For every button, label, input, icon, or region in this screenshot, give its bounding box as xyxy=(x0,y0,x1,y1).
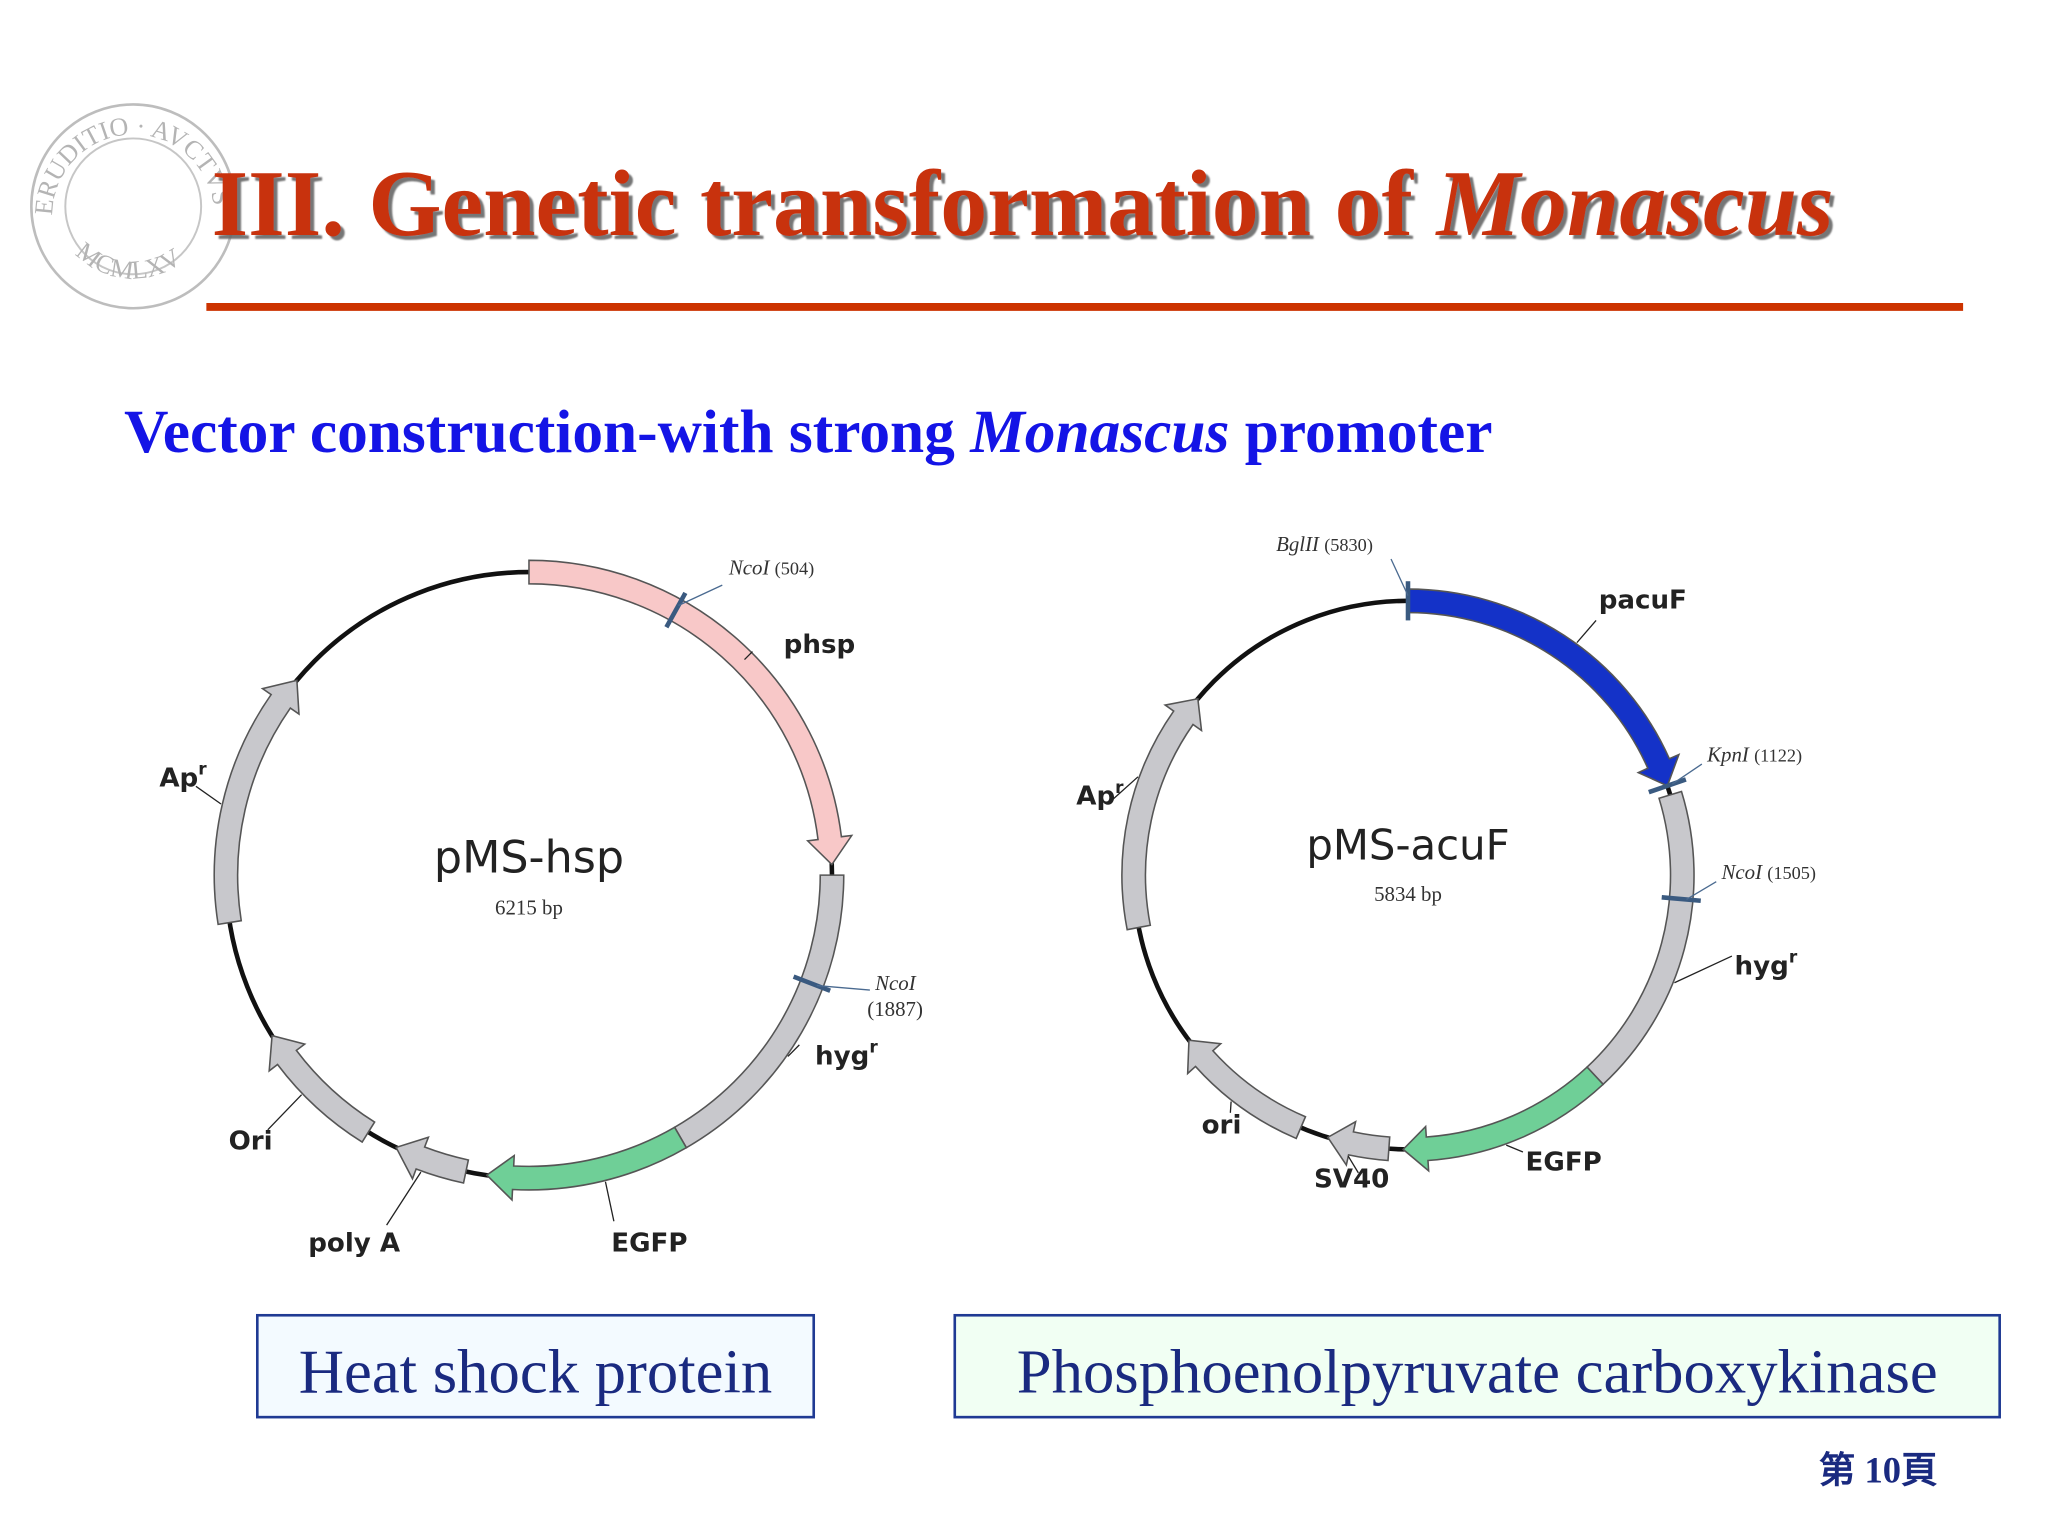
site-tick xyxy=(664,591,688,629)
feature-name: phsp xyxy=(784,630,856,660)
leader-line xyxy=(604,1181,615,1222)
title-italic: Monascus xyxy=(1434,152,1833,256)
feature-arc xyxy=(1186,1039,1307,1140)
caption: Heat shock protein xyxy=(299,1336,773,1406)
feature-arc xyxy=(268,1034,376,1144)
caption-box xyxy=(953,1313,2001,1419)
plasmid-size: 6215 bp xyxy=(495,895,563,919)
feature-label: hygr xyxy=(815,1038,878,1072)
title-text: III. Genetic transformation of xyxy=(212,152,1415,256)
feature-name: EGFP xyxy=(1526,1147,1602,1177)
subtitle: Vector construction-with strong Monascus… xyxy=(124,398,1492,466)
site-label: KpnI (1122) xyxy=(1706,742,1802,766)
subtitle-end: promoter xyxy=(1245,398,1493,466)
feature-arc xyxy=(395,1136,470,1184)
leader-line xyxy=(1229,1101,1232,1113)
leader-line xyxy=(195,785,222,805)
site-enzyme: NcoI xyxy=(1720,860,1763,884)
site-tick xyxy=(792,974,831,993)
site-enzyme: BglII xyxy=(1276,532,1320,556)
feature-name: EGFP xyxy=(611,1228,687,1258)
leader-line xyxy=(787,1044,800,1057)
site-tick xyxy=(1648,777,1687,795)
leader-line xyxy=(1506,1144,1524,1153)
site-enzyme: NcoI xyxy=(728,556,771,580)
subtitle-text: Vector construction-with strong xyxy=(124,398,955,466)
feature-name: pacuF xyxy=(1599,586,1687,616)
feature-sup: r xyxy=(869,1038,878,1058)
leader-line xyxy=(1674,955,1733,984)
feature-label: SV40 xyxy=(1314,1164,1389,1194)
leader-line xyxy=(1671,763,1703,785)
seal-ring xyxy=(30,103,237,310)
feature-arc xyxy=(1402,1065,1605,1173)
leader-line xyxy=(816,984,870,991)
leader-line xyxy=(386,1171,422,1226)
feature-sup: r xyxy=(1115,778,1124,798)
feature-name: Ap xyxy=(1076,782,1115,812)
seal-ring xyxy=(64,137,203,276)
feature-name: ori xyxy=(1202,1111,1242,1141)
site-enzyme: KpnI xyxy=(1706,742,1750,766)
leader-line xyxy=(267,1094,303,1131)
site-position: (5830) xyxy=(1324,535,1373,556)
leader-line xyxy=(1347,1155,1359,1174)
feature-label: hygr xyxy=(1735,948,1798,982)
plasmid-name: pMS-hsp xyxy=(434,832,624,883)
subtitle-italic: Monascus xyxy=(969,398,1229,466)
leader-line xyxy=(1112,776,1139,800)
caption: Phosphoenolpyruvate carboxykinase xyxy=(1017,1336,1938,1406)
page-number: 第 10頁 xyxy=(1819,1449,1938,1490)
feature-name: poly A xyxy=(308,1228,401,1258)
caption-box xyxy=(256,1313,816,1419)
feature-arc xyxy=(1326,1120,1391,1168)
feature-label: poly A xyxy=(308,1228,401,1258)
leader-line xyxy=(1576,619,1597,644)
feature-sup: r xyxy=(198,760,207,780)
feature-arc xyxy=(485,1126,688,1202)
feature-name: SV40 xyxy=(1314,1164,1389,1194)
site-label: NcoI (1887) xyxy=(867,971,923,1021)
feature-arc xyxy=(1121,697,1203,931)
site-position: (1122) xyxy=(1754,745,1802,766)
feature-name: Ap xyxy=(159,763,198,793)
feature-name: Ori xyxy=(229,1126,273,1156)
site-position: (1505) xyxy=(1767,863,1816,884)
feature-label: Ori xyxy=(229,1126,273,1156)
feature-label: ori xyxy=(1202,1111,1242,1141)
feature-name: hyg xyxy=(815,1041,869,1071)
feature-label: Apr xyxy=(1076,778,1124,812)
feature-label: phsp xyxy=(784,630,856,660)
leader-line xyxy=(678,584,723,607)
feature-sup: r xyxy=(1789,948,1798,968)
feature-arc xyxy=(213,679,300,926)
feature-arc xyxy=(528,559,854,866)
leader-line xyxy=(1390,558,1409,596)
site-tick xyxy=(1661,895,1701,903)
plasmid-name: pMS-acuF xyxy=(1306,820,1509,869)
site-position: (504) xyxy=(775,559,815,580)
site-position: (1887) xyxy=(867,997,923,1021)
site-label: NcoI (504) xyxy=(728,556,814,580)
leader-line xyxy=(1686,881,1717,901)
site-enzyme: NcoI xyxy=(874,971,917,995)
feature-label: EGFP xyxy=(611,1228,687,1258)
feature-label: EGFP xyxy=(1526,1147,1602,1177)
site-label: BglII (5830) xyxy=(1276,532,1373,556)
title: III. Genetic transformation of Monascus xyxy=(212,152,1834,256)
feature-name: hyg xyxy=(1735,951,1789,981)
leader-line xyxy=(744,651,753,661)
feature-label: Apr xyxy=(159,760,207,794)
feature-label: pacuF xyxy=(1599,586,1687,616)
site-label: NcoI (1505) xyxy=(1720,860,1816,884)
plasmid-size: 5834 bp xyxy=(1374,882,1442,906)
